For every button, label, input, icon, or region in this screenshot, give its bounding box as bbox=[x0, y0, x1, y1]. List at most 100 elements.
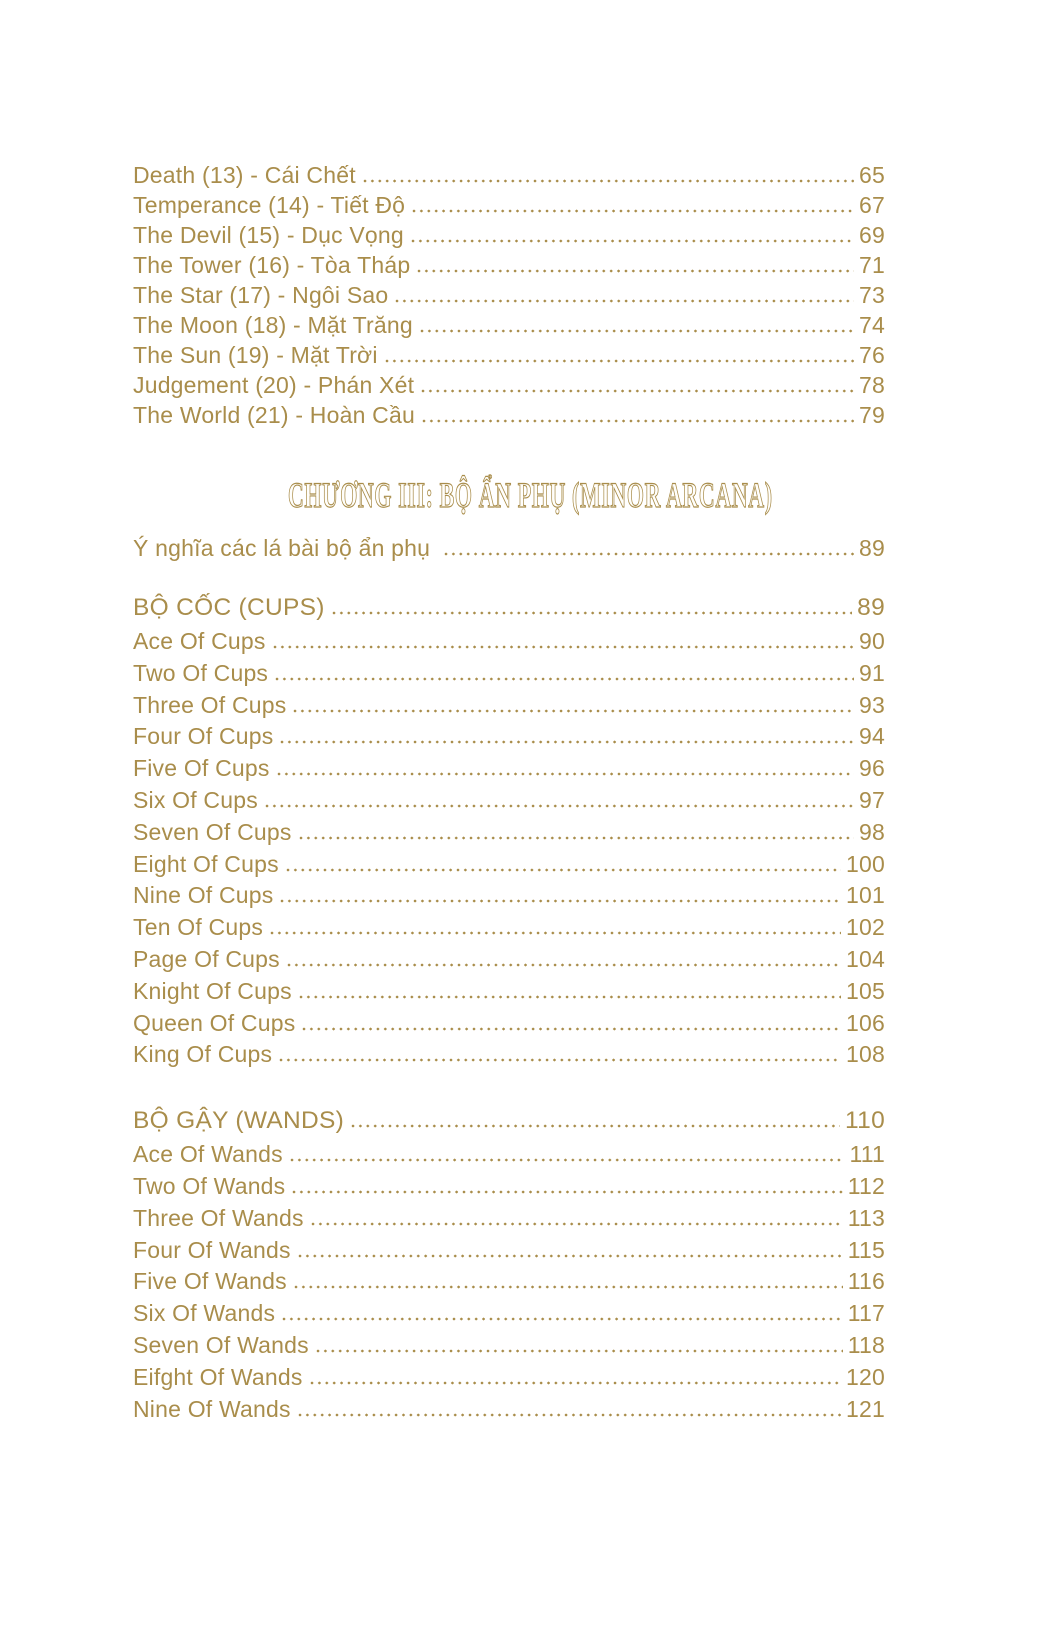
toc-entry: The World (21) - Hoàn Cầu 79 bbox=[133, 400, 885, 430]
toc-entry-page: 67 bbox=[859, 192, 885, 218]
toc-entry-label: Eifght Of Wands bbox=[133, 1363, 303, 1390]
dot-leader bbox=[293, 1285, 843, 1290]
toc-entry-page: 90 bbox=[859, 628, 885, 654]
dot-leader bbox=[310, 1221, 843, 1226]
toc-entry-label: Ace Of Wands bbox=[133, 1141, 283, 1168]
toc-entry: King Of Cups 108 bbox=[133, 1039, 885, 1071]
toc-entry-label: Nine Of Wands bbox=[133, 1395, 291, 1422]
toc-entry-label: The Tower (16) - Tòa Tháp bbox=[133, 252, 411, 278]
dot-leader bbox=[276, 772, 855, 777]
dot-leader bbox=[331, 611, 853, 615]
toc-entry-page: 76 bbox=[859, 342, 885, 368]
toc-entry-label: The Devil (15) - Dục Vọng bbox=[133, 222, 404, 248]
toc-entry-label: Ace Of Cups bbox=[133, 628, 266, 654]
toc-entry-page: 108 bbox=[846, 1041, 885, 1068]
toc-entry-label: The Moon (18) - Mặt Trăng bbox=[133, 312, 413, 338]
toc-entry-page: 111 bbox=[849, 1141, 885, 1168]
dot-leader bbox=[297, 1253, 843, 1258]
toc-entry-page: 115 bbox=[847, 1236, 885, 1263]
toc-entry-label: The Sun (19) - Mặt Trời bbox=[133, 342, 378, 368]
toc-entry-page: 101 bbox=[846, 882, 885, 909]
dot-leader bbox=[275, 676, 855, 681]
chapter-heading-text: CHƯƠNG III: BỘ ẨN PHỤ (MINOR ARCANA) bbox=[287, 474, 773, 515]
dot-leader bbox=[282, 1317, 843, 1322]
toc-entry: The Star (17) - Ngôi Sao 73 bbox=[133, 280, 885, 310]
toc-entry: Ten Of Cups 102 bbox=[133, 912, 885, 944]
toc-entry-page: 94 bbox=[859, 723, 885, 750]
dot-leader bbox=[279, 1058, 842, 1063]
toc-entry-label: Three Of Cups bbox=[133, 691, 287, 718]
dot-leader bbox=[384, 359, 855, 363]
section-header-wands: BỘ GẬY (WANDS) 110 bbox=[133, 1103, 885, 1139]
toc-entry: Four Of Cups 94 bbox=[133, 721, 885, 753]
toc-entry-page: 93 bbox=[859, 691, 885, 718]
dot-leader bbox=[309, 1380, 842, 1385]
toc-entry: Nine Of Wands 121 bbox=[133, 1394, 885, 1426]
toc-entry-label: Two Of Cups bbox=[133, 659, 269, 686]
toc-entry: Four Of Wands 115 bbox=[133, 1235, 885, 1267]
dot-leader bbox=[286, 962, 842, 967]
toc-entry-label: Four Of Cups bbox=[133, 723, 274, 750]
toc-entry: Two Of Wands 112 bbox=[133, 1171, 885, 1203]
toc-entry-label: Six Of Cups bbox=[133, 786, 258, 813]
dot-leader bbox=[280, 899, 842, 904]
toc-entry-label: King Of Cups bbox=[133, 1041, 273, 1068]
toc-entry: Ace Of Wands 111 bbox=[133, 1139, 885, 1171]
toc-entry-page: 102 bbox=[846, 914, 885, 941]
toc-entry-page: 73 bbox=[859, 282, 885, 308]
toc-entry-label: Three Of Wands bbox=[133, 1204, 304, 1231]
dot-leader bbox=[362, 179, 855, 183]
toc-entry: Knight Of Cups 105 bbox=[133, 976, 885, 1008]
dot-leader bbox=[298, 835, 855, 840]
toc-entry: Queen Of Cups 106 bbox=[133, 1008, 885, 1040]
dot-leader bbox=[412, 209, 855, 213]
toc-entry: The Tower (16) - Tòa Tháp 71 bbox=[133, 250, 885, 280]
dot-leader bbox=[395, 299, 855, 303]
toc-entry-label: Ten Of Cups bbox=[133, 914, 264, 941]
toc-entry-label: The Star (17) - Ngôi Sao bbox=[133, 282, 389, 308]
dot-leader bbox=[421, 419, 855, 423]
toc-entry-minor-intro: Ý nghĩa các lá bài bộ ẩn phụ 89 bbox=[133, 532, 885, 564]
toc-entry-page: 78 bbox=[859, 372, 885, 398]
dot-leader bbox=[315, 1348, 843, 1353]
toc-entry-page: 116 bbox=[847, 1268, 885, 1295]
toc-entry-page: 112 bbox=[847, 1172, 885, 1199]
section-header-label: BỘ GẬY (WANDS) bbox=[133, 1107, 345, 1135]
dot-leader bbox=[285, 867, 842, 872]
toc-entry: Three Of Wands 113 bbox=[133, 1203, 885, 1235]
toc-entry: Ace Of Cups 90 bbox=[133, 626, 885, 658]
dot-leader bbox=[292, 1189, 843, 1194]
toc-entry-page: 100 bbox=[846, 850, 885, 877]
toc-entry-label: Nine Of Cups bbox=[133, 882, 274, 909]
toc-entry: The Moon (18) - Mặt Trăng 74 bbox=[133, 310, 885, 340]
toc-entry: Death (13) - Cái Chết 65 bbox=[133, 160, 885, 190]
dot-leader bbox=[270, 931, 842, 936]
toc-entry: Temperance (14) - Tiết Độ 67 bbox=[133, 190, 885, 220]
section-cups: BỘ CỐC (CUPS) 89 Ace Of Cups 90 Two Of C… bbox=[133, 590, 885, 1071]
toc-entry-label: Six Of Wands bbox=[133, 1300, 276, 1327]
toc-entry: Three Of Cups 93 bbox=[133, 690, 885, 722]
toc-entry-label: Five Of Cups bbox=[133, 755, 270, 782]
section-wands: BỘ GẬY (WANDS) 110 Ace Of Wands 111 Two … bbox=[133, 1103, 885, 1425]
toc-entry: Five Of Cups 96 bbox=[133, 753, 885, 785]
toc-entry: Page Of Cups 104 bbox=[133, 944, 885, 976]
toc-entry-label: Queen Of Cups bbox=[133, 1009, 296, 1036]
toc-entry-page: 120 bbox=[846, 1363, 885, 1390]
toc-entry-page: 79 bbox=[859, 402, 885, 428]
toc-entry-label: Seven Of Wands bbox=[133, 1331, 309, 1358]
toc-entry-label: Death (13) - Cái Chết bbox=[133, 162, 356, 188]
cups-list: Ace Of Cups 90 Two Of Cups 91 Three Of C… bbox=[133, 626, 885, 1071]
table-of-contents: Death (13) - Cái Chết 65 Temperance (14)… bbox=[133, 160, 885, 1425]
toc-entry: Two Of Cups 91 bbox=[133, 658, 885, 690]
toc-entry-label: Ý nghĩa các lá bài bộ ẩn phụ bbox=[133, 535, 431, 561]
toc-entry: Nine Of Cups 101 bbox=[133, 880, 885, 912]
wands-list: Ace Of Wands 111 Two Of Wands 112 Three … bbox=[133, 1139, 885, 1425]
dot-leader bbox=[289, 1158, 845, 1163]
toc-entry-page: 113 bbox=[847, 1204, 885, 1231]
toc-entry-label: Page Of Cups bbox=[133, 945, 280, 972]
toc-entry-page: 91 bbox=[859, 659, 885, 686]
toc-entry-page: 106 bbox=[846, 1009, 885, 1036]
toc-entry-page: 69 bbox=[859, 222, 885, 248]
toc-entry-page: 118 bbox=[847, 1331, 885, 1358]
